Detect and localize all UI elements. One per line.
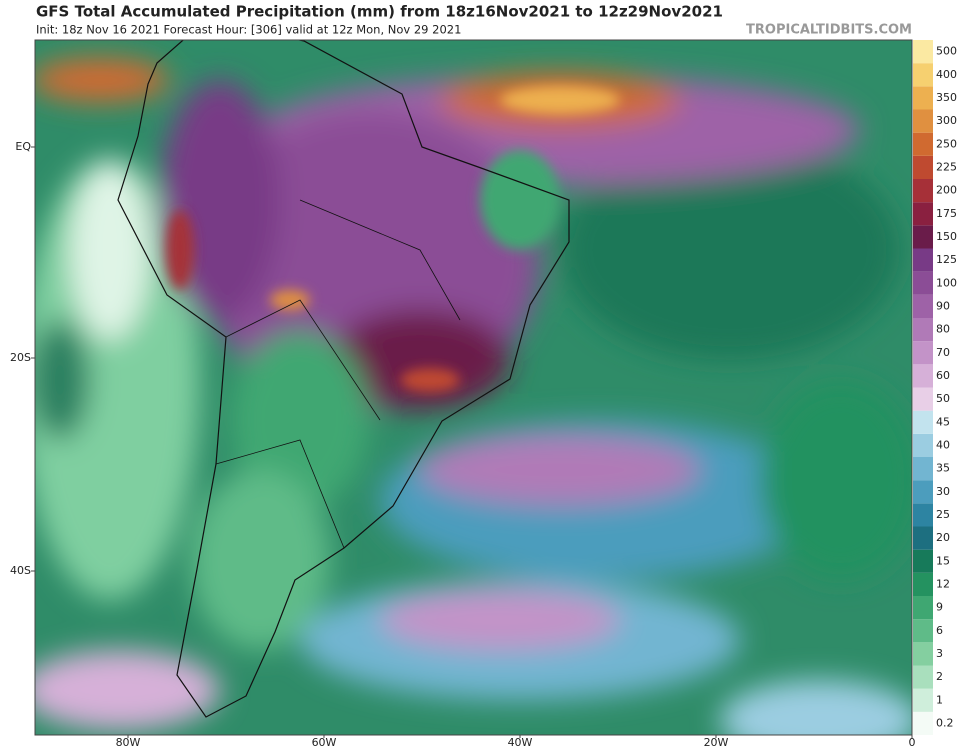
colorbar-cell	[913, 364, 933, 388]
colorbar-label: 25	[936, 508, 950, 521]
colorbar-cell	[913, 665, 933, 689]
lon-label: 0	[909, 736, 916, 749]
lon-label: 60W	[312, 736, 337, 749]
colorbar-cell	[913, 480, 933, 504]
colorbar-label: 35	[936, 462, 950, 475]
lat-label: 40S	[10, 564, 31, 577]
colorbar-label: 225	[936, 160, 957, 173]
lon-label: 80W	[116, 736, 141, 749]
colorbar-label: 175	[936, 207, 957, 220]
colorbar-label: 125	[936, 253, 957, 266]
source: TROPICALTIDBITS.COM	[746, 23, 912, 38]
colorbar-cell	[913, 132, 933, 156]
borders	[215, 199, 461, 549]
colorbar-label: 150	[936, 230, 957, 243]
colorbar-cell	[913, 179, 933, 203]
axis-labels: EQ 20S 40S 80W 60W 40W 20W 0	[10, 140, 915, 749]
colorbar-cell	[913, 318, 933, 342]
lon-label: 20W	[704, 736, 729, 749]
subtitle: Init: 18z Nov 16 2021 Forecast Hour: [30…	[36, 23, 461, 37]
colorbar-label: 70	[936, 346, 950, 359]
colorbar-cell	[913, 572, 933, 596]
colorbar-label: 300	[936, 114, 957, 127]
lon-label: 40W	[508, 736, 533, 749]
colorbar-label: 200	[936, 184, 957, 197]
colorbar-cell	[913, 711, 933, 735]
colorbar-cell	[913, 549, 933, 573]
colorbar-label: 100	[936, 276, 957, 289]
colorbar-cell	[913, 457, 933, 481]
colorbar-label: 60	[936, 369, 950, 382]
colorbar-label: 2	[936, 670, 943, 683]
colorbar-cell	[913, 271, 933, 295]
colorbar-label: 15	[936, 554, 950, 567]
colorbar-label: 250	[936, 137, 957, 150]
colorbar-label: 45	[936, 415, 950, 428]
colorbar-cell	[913, 248, 933, 272]
colorbar-cell	[913, 619, 933, 643]
lat-label: EQ	[15, 140, 31, 153]
colorbar-cell	[913, 642, 933, 666]
colorbar-label: 6	[936, 624, 943, 637]
colorbar-cell	[913, 503, 933, 527]
lat-label: 20S	[10, 351, 31, 364]
colorbar-label: 30	[936, 485, 950, 498]
colorbar-label: 500	[936, 45, 957, 58]
colorbar-label: 400	[936, 68, 957, 81]
colorbar-cell	[913, 155, 933, 179]
colorbar-label: 1	[936, 693, 943, 706]
colorbar-label: 12	[936, 577, 950, 590]
colorbar-cell	[913, 341, 933, 365]
colorbar-label: 50	[936, 392, 950, 405]
colorbar-cell	[913, 294, 933, 318]
colorbar-label: 40	[936, 438, 950, 451]
colorbar-label: 80	[936, 323, 950, 336]
colorbar-label: 3	[936, 647, 943, 660]
colorbar-label: 350	[936, 91, 957, 104]
colorbar-cell	[913, 387, 933, 411]
colorbar-label: 20	[936, 531, 950, 544]
colorbar-cell	[913, 526, 933, 550]
colorbar-cell	[913, 63, 933, 87]
colorbar-cell	[913, 596, 933, 620]
colorbar-label: 9	[936, 601, 943, 614]
colorbar-cell	[913, 202, 933, 226]
colorbar-label: 0.2	[936, 716, 954, 729]
colorbar-cell	[913, 40, 933, 64]
colorbar-label: 90	[936, 299, 950, 312]
title: GFS Total Accumulated Precipitation (mm)…	[36, 3, 723, 21]
coastline	[117, 40, 570, 718]
colorbar-cell	[913, 688, 933, 712]
colorbar-cell	[913, 225, 933, 249]
colorbar: 0.21236912152025303540455060708090100125…	[913, 40, 957, 735]
map-frame	[34, 39, 913, 736]
colorbar-cell	[913, 109, 933, 133]
precip-field	[35, 40, 912, 735]
colorbar-cell	[913, 86, 933, 110]
colorbar-cell	[913, 410, 933, 434]
colorbar-cell	[913, 433, 933, 457]
